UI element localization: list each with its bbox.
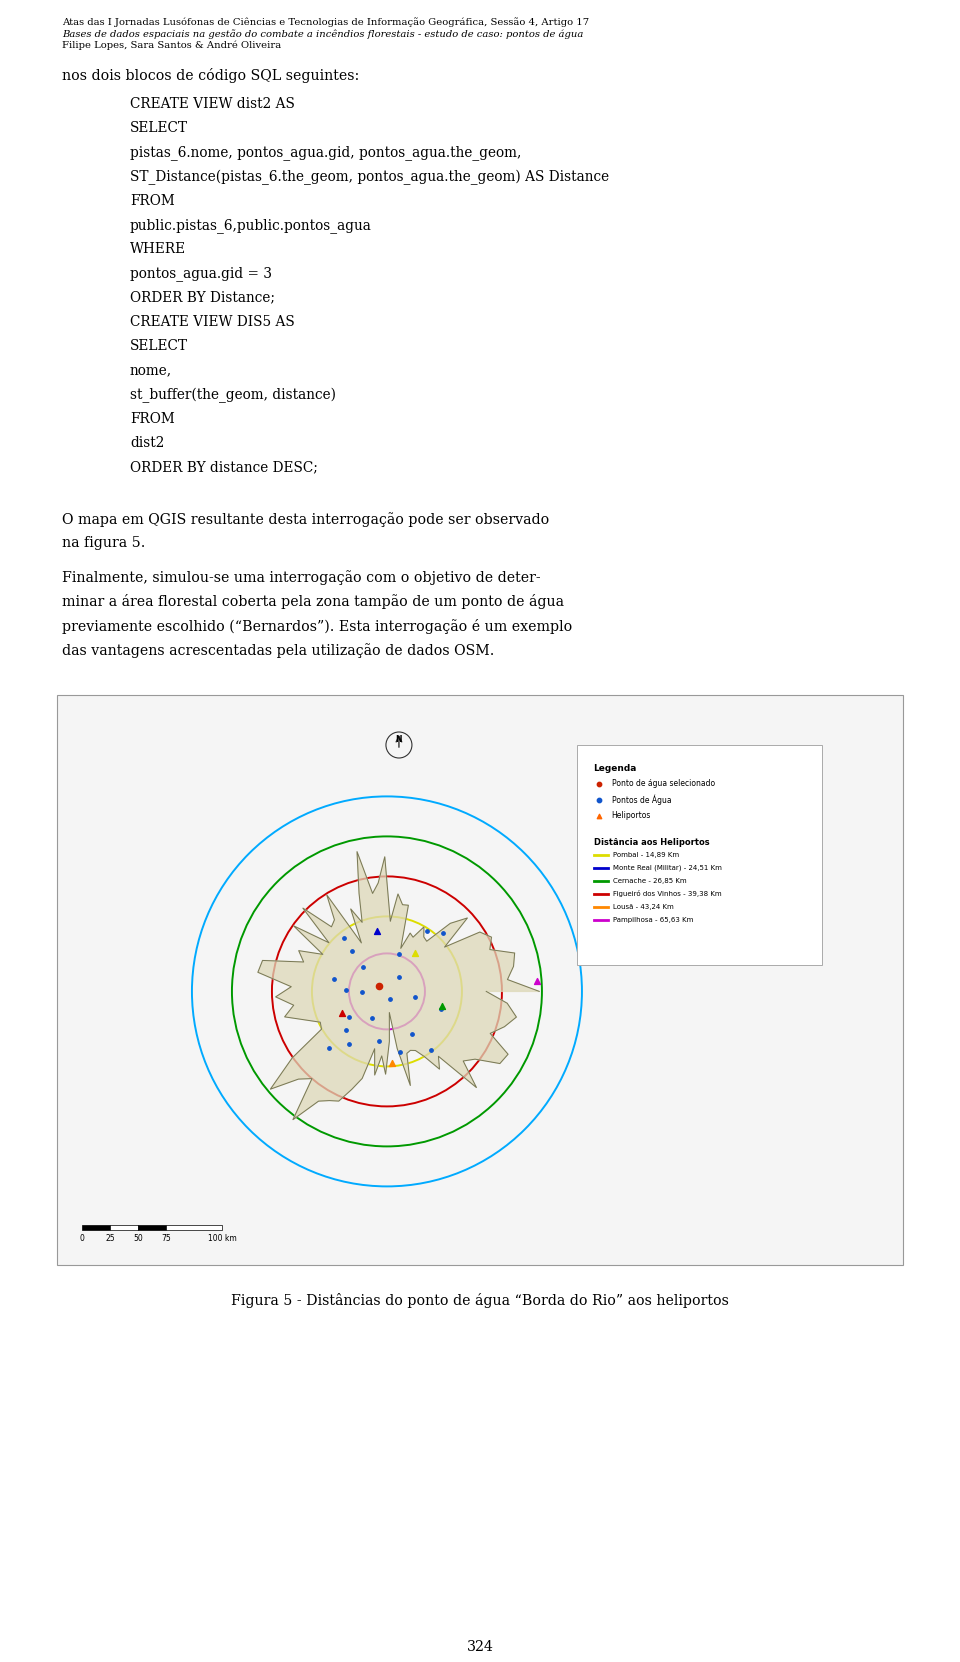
Text: das vantagens acrescentadas pela utilização de dados OSM.: das vantagens acrescentadas pela utiliza… xyxy=(62,643,494,658)
Point xyxy=(393,1039,408,1065)
Point xyxy=(364,1006,379,1032)
Point xyxy=(345,937,360,964)
Text: WHERE: WHERE xyxy=(130,243,186,256)
Text: Atas das I Jornadas Lusófonas de Ciências e Tecnologias de Informação Geográfica: Atas das I Jornadas Lusófonas de Ciência… xyxy=(62,17,589,27)
FancyBboxPatch shape xyxy=(57,695,903,1265)
Bar xyxy=(110,1225,138,1230)
Point xyxy=(404,1020,420,1047)
Text: Lousã - 43,24 Km: Lousã - 43,24 Km xyxy=(612,904,673,911)
Point xyxy=(392,964,407,991)
Text: Cernache - 26,85 Km: Cernache - 26,85 Km xyxy=(612,878,686,884)
Text: na figura 5.: na figura 5. xyxy=(62,537,145,550)
Text: Ponto de água selecionado: Ponto de água selecionado xyxy=(612,779,714,788)
Text: nome,: nome, xyxy=(130,364,172,377)
Text: ST_Distance(pistas_6.the_geom, pontos_agua.the_geom) AS Distance: ST_Distance(pistas_6.the_geom, pontos_ag… xyxy=(130,170,610,184)
Bar xyxy=(138,1225,166,1230)
Text: 50: 50 xyxy=(133,1233,143,1243)
Point xyxy=(372,974,387,1001)
Point xyxy=(336,924,351,951)
Text: SELECT: SELECT xyxy=(130,339,188,352)
Text: 0: 0 xyxy=(80,1233,84,1243)
Point xyxy=(384,1050,399,1077)
Point xyxy=(356,954,372,981)
Point xyxy=(433,996,448,1022)
Text: Pampilhosa - 65,63 Km: Pampilhosa - 65,63 Km xyxy=(612,917,693,922)
Point xyxy=(341,1004,356,1030)
Text: nos dois blocos de código SQL seguintes:: nos dois blocos de código SQL seguintes: xyxy=(62,68,359,83)
Point xyxy=(382,986,397,1012)
Point xyxy=(590,771,606,798)
Point xyxy=(372,1027,387,1054)
Text: 75: 75 xyxy=(161,1233,171,1243)
Point xyxy=(590,786,606,813)
Text: 324: 324 xyxy=(467,1640,493,1654)
Text: previamente escolhido (“Bernardos”). Esta interrogação é um exemplo: previamente escolhido (“Bernardos”). Est… xyxy=(62,618,572,633)
Point xyxy=(423,1037,439,1064)
Point xyxy=(407,984,422,1010)
Text: SELECT: SELECT xyxy=(130,121,188,135)
Text: minar a área florestal coberta pela zona tampão de um ponto de água: minar a área florestal coberta pela zona… xyxy=(62,595,564,610)
Point xyxy=(370,917,385,944)
Bar xyxy=(82,1225,110,1230)
FancyBboxPatch shape xyxy=(577,745,822,966)
Point xyxy=(354,979,370,1006)
Text: Filipe Lopes, Sara Santos & André Oliveira: Filipe Lopes, Sara Santos & André Olivei… xyxy=(62,42,281,50)
Polygon shape xyxy=(258,851,540,1120)
Point xyxy=(338,976,353,1002)
Point xyxy=(326,966,342,992)
Text: dist2: dist2 xyxy=(130,435,164,450)
Text: ORDER BY Distance;: ORDER BY Distance; xyxy=(130,291,275,304)
Text: pontos_agua.gid = 3: pontos_agua.gid = 3 xyxy=(130,266,272,281)
Text: Distância aos Heliportos: Distância aos Heliportos xyxy=(593,838,709,848)
Text: Figueiró dos Vinhos - 39,38 Km: Figueiró dos Vinhos - 39,38 Km xyxy=(612,891,721,897)
Text: FROM: FROM xyxy=(130,194,175,208)
Text: CREATE VIEW dist2 AS: CREATE VIEW dist2 AS xyxy=(130,96,295,111)
Text: O mapa em QGIS resultante desta interrogação pode ser observado: O mapa em QGIS resultante desta interrog… xyxy=(62,512,549,527)
Text: Heliportos: Heliportos xyxy=(612,811,651,821)
Text: Monte Real (Militar) - 24,51 Km: Monte Real (Militar) - 24,51 Km xyxy=(612,864,721,871)
Point xyxy=(590,803,606,829)
Point xyxy=(341,1030,356,1057)
Point xyxy=(436,919,451,946)
Text: Figura 5 - Distâncias do ponto de água “Borda do Rio” aos heliportos: Figura 5 - Distâncias do ponto de água “… xyxy=(231,1293,729,1308)
Text: 25: 25 xyxy=(106,1233,115,1243)
Text: Pontos de Água: Pontos de Água xyxy=(612,794,671,806)
Point xyxy=(338,1017,353,1044)
Text: N: N xyxy=(396,736,402,745)
Text: Finalmente, simulou-se uma interrogação com o objetivo de deter-: Finalmente, simulou-se uma interrogação … xyxy=(62,570,540,585)
Point xyxy=(407,941,422,967)
Text: 100 km: 100 km xyxy=(207,1233,236,1243)
Point xyxy=(529,967,544,994)
Text: CREATE VIEW DIS5 AS: CREATE VIEW DIS5 AS xyxy=(130,314,295,329)
Point xyxy=(434,994,449,1020)
Text: Legenda: Legenda xyxy=(593,765,636,773)
Text: ORDER BY distance DESC;: ORDER BY distance DESC; xyxy=(130,460,318,474)
Point xyxy=(322,1035,337,1062)
Point xyxy=(391,941,406,967)
Point xyxy=(420,917,435,944)
Text: public.pistas_6,public.pontos_agua: public.pistas_6,public.pontos_agua xyxy=(130,218,372,233)
Text: Bases de dados espaciais na gestão do combate a incêndios florestais - estudo de: Bases de dados espaciais na gestão do co… xyxy=(62,28,584,38)
Point xyxy=(334,1001,349,1027)
Text: FROM: FROM xyxy=(130,412,175,425)
Text: st_buffer(the_geom, distance): st_buffer(the_geom, distance) xyxy=(130,387,336,402)
Bar xyxy=(166,1225,222,1230)
Text: Pombal - 14,89 Km: Pombal - 14,89 Km xyxy=(612,853,679,858)
Text: pistas_6.nome, pontos_agua.gid, pontos_agua.the_geom,: pistas_6.nome, pontos_agua.gid, pontos_a… xyxy=(130,145,521,160)
